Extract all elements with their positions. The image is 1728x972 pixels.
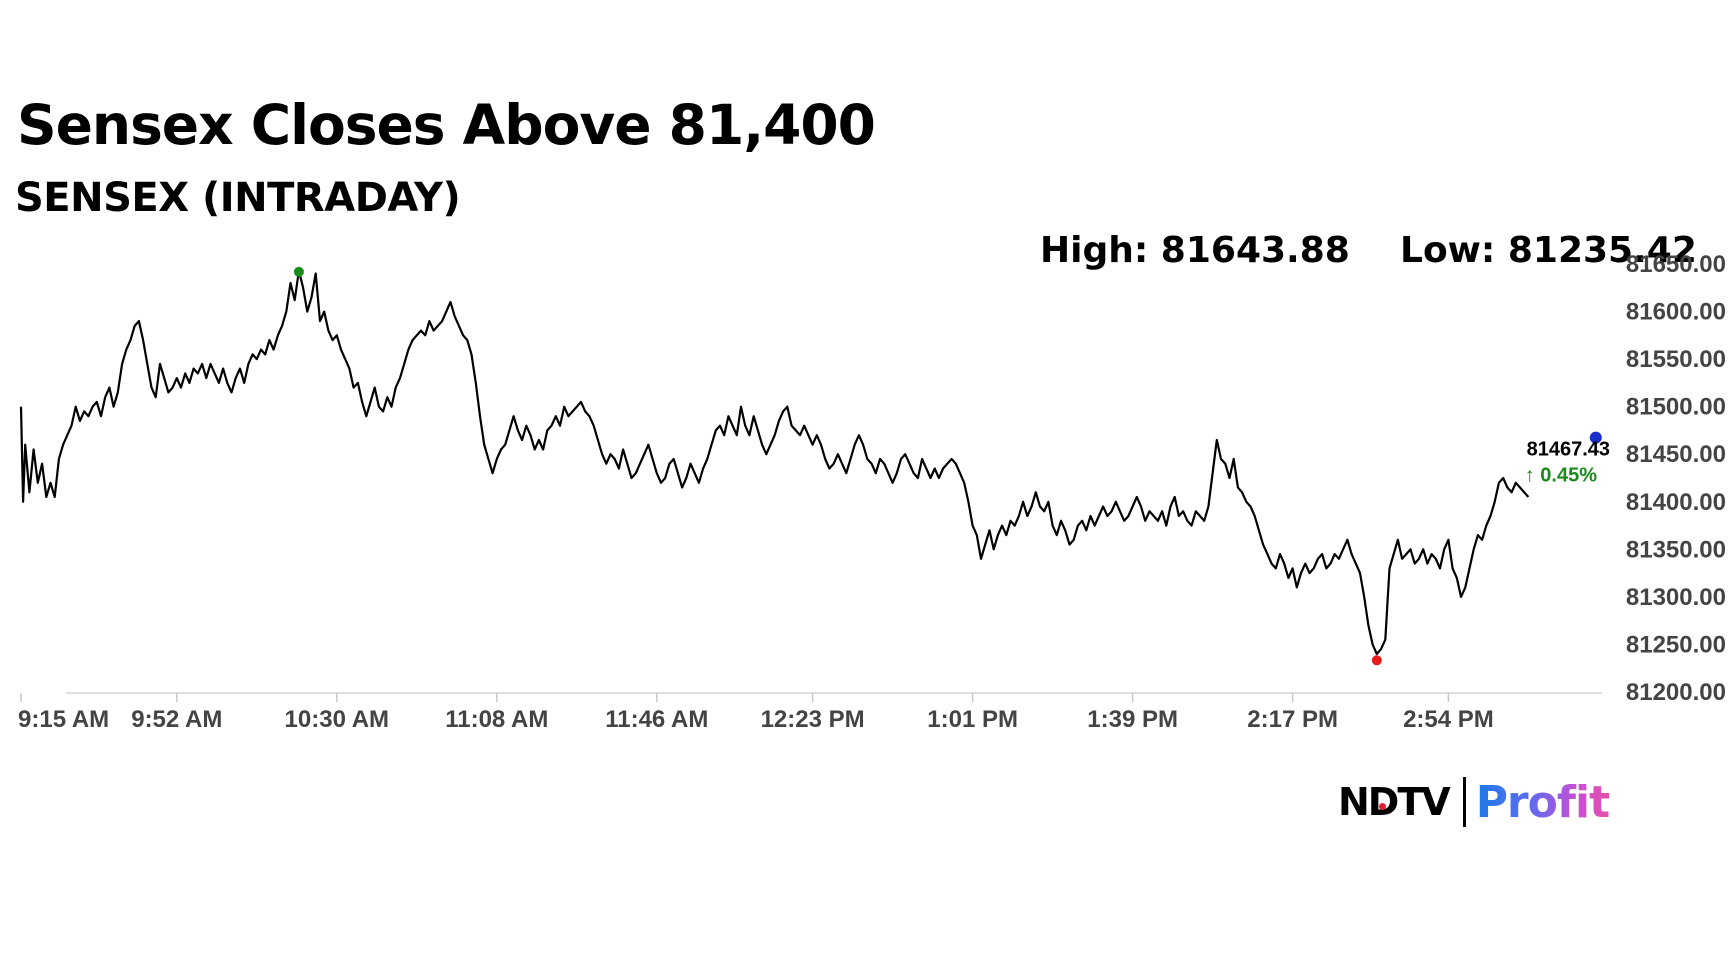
x-tick-label: 1:01 PM [927,706,1018,733]
profit-logo-text: Profit [1475,776,1610,828]
y-tick-label: 81650.00 [1626,251,1726,278]
y-tick-label: 81200.00 [1626,679,1726,706]
x-tick-label: 11:08 AM [445,706,548,733]
sensex-line [19,269,1530,656]
x-tick-label: 10:30 AM [285,706,389,733]
y-tick-label: 81600.00 [1626,299,1726,326]
low-stat: Low: 81235.42 [1400,230,1697,271]
y-tick-label: 81250.00 [1626,631,1726,658]
x-axis: 9:15 AM 9:52 AM 10:30 AM 11:08 AM 11:46 AM 12… [18,692,1602,733]
logo-separator [1462,777,1466,827]
low-marker [1371,655,1382,666]
x-tick-label: 12:23 PM [761,706,865,733]
high-stat: High: 81643.88 [1040,230,1350,271]
change-percent-label: ↑ 0.45% [1525,465,1597,487]
high-marker [293,266,304,277]
y-tick-label: 81500.00 [1626,394,1726,421]
y-tick-label: 81550.00 [1626,346,1726,373]
y-tick-label: 81400.00 [1626,489,1726,516]
x-tick-label: 2:54 PM [1403,706,1494,733]
headline: Sensex Closes Above 81,400 [17,93,876,157]
x-tick-label: 9:52 AM [131,706,222,733]
x-tick-label: 1:39 PM [1087,706,1178,733]
y-tick-label: 81350.00 [1626,536,1726,563]
y-tick-label: 81300.00 [1626,584,1726,611]
y-axis: 81200.00 81250.00 81300.00 81350.00 81400.00… [1626,251,1726,706]
chart-subtitle: SENSEX (INTRADAY) [15,175,461,221]
last-price-label: 81467.43 [1527,439,1610,461]
x-tick-label: 2:17 PM [1247,706,1338,733]
y-tick-label: 81450.00 [1626,441,1726,468]
ndtv-logo-text: NDTV [1338,780,1451,824]
x-tick-label: 9:15 AM [18,706,109,733]
last-price-marker [1589,431,1602,444]
ndtv-profit-logo: NDTV Profit [1338,772,1610,832]
x-tick-label: 11:46 AM [605,706,708,733]
